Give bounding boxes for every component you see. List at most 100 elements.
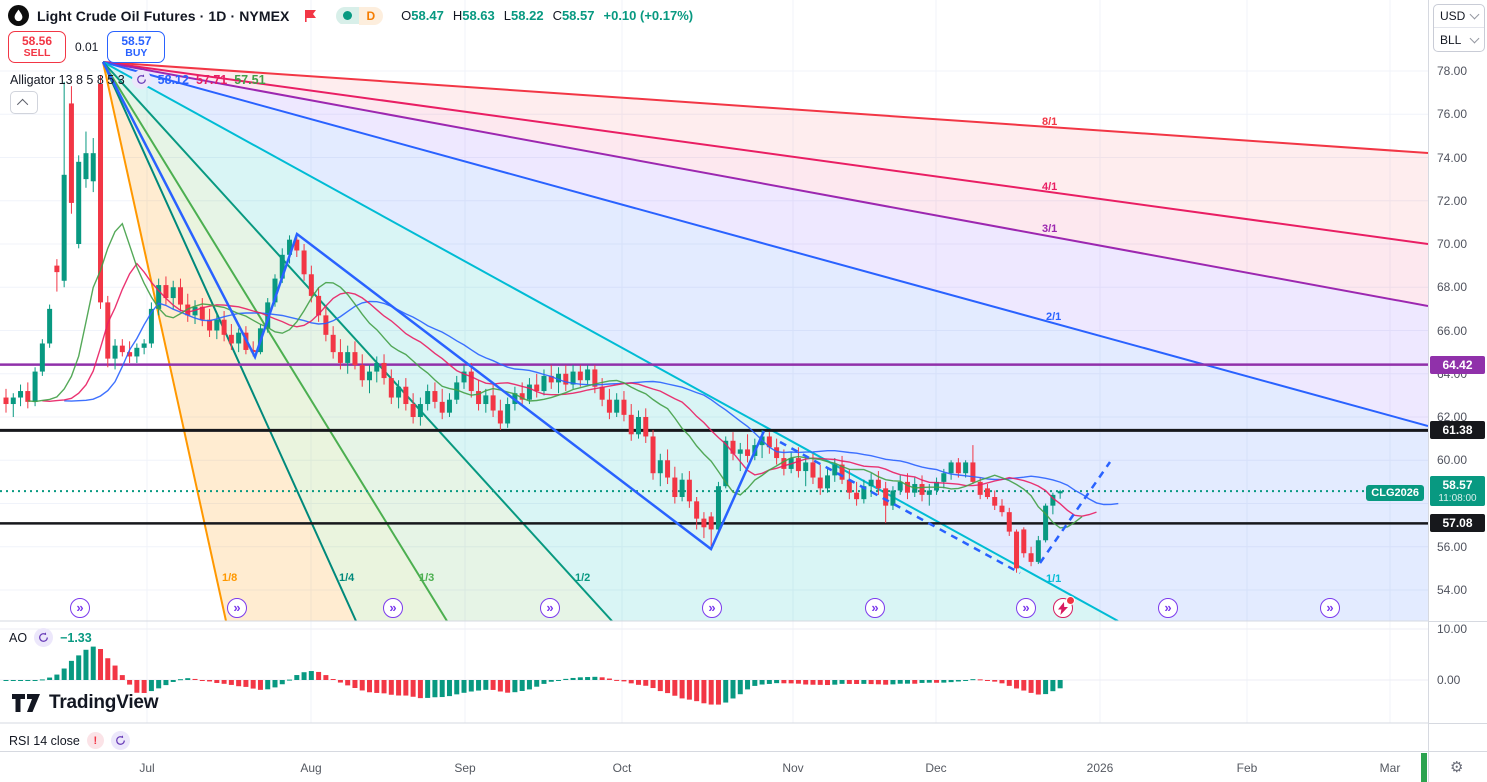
contract-roll-marker-icon[interactable]: » (1158, 598, 1178, 618)
price-tick: 68.00 (1437, 280, 1468, 295)
chart-canvas[interactable]: 8/1 4/1 3/1 2/1 1/1 1/2 1/3 1/4 1/8 (0, 0, 1428, 751)
interval-pill[interactable]: D (335, 6, 384, 25)
price-tick: 62.00 (1437, 410, 1468, 424)
time-axis-label: Feb (1236, 761, 1258, 775)
rsi-title: RSI 14 close (9, 733, 80, 748)
spread-value: 0.01 (75, 40, 99, 54)
low-value: 58.22 (511, 8, 544, 23)
ao-axis-tick: 10.00 (1437, 622, 1468, 636)
contract-roll-marker-icon[interactable]: » (865, 598, 885, 618)
alligator-value: 57.71 (195, 72, 228, 87)
high-label: H (452, 8, 463, 23)
tradingview-logo[interactable]: TradingView (12, 692, 159, 714)
price-axis-badge: 58.57 11:08:00 (1430, 476, 1485, 507)
low-label: L (503, 8, 512, 23)
realtime-stripe (1421, 753, 1427, 782)
unit-selector: USD BLL (1433, 4, 1485, 52)
price-axis-badge: 61.38 (1430, 421, 1485, 440)
axis-settings-gear-icon[interactable]: ⚙ (1450, 758, 1464, 776)
currency-value: USD (1440, 9, 1466, 23)
contract-roll-marker-icon[interactable]: » (227, 598, 247, 618)
gann-ratio-label: 2/1 (1046, 311, 1061, 323)
sell-price: 58.56 (21, 34, 53, 49)
time-axis-label: Dec (925, 761, 947, 775)
refresh-icon[interactable] (131, 70, 151, 89)
gann-ratio-label: 4/1 (1042, 181, 1057, 193)
market-status-icon (335, 7, 359, 24)
time-axis-label: Mar (1379, 761, 1401, 775)
flag-icon[interactable] (304, 9, 318, 23)
buy-button[interactable]: 58.57 BUY (107, 31, 166, 63)
time-axis-label: Aug (300, 761, 322, 775)
rsi-legend[interactable]: RSI 14 close ! (9, 731, 130, 750)
gann-ratio-label: 1/4 (339, 572, 355, 584)
price-tick: 70.00 (1437, 237, 1468, 251)
price-tick: 72.00 (1437, 193, 1468, 208)
sell-label: SELL (23, 46, 51, 59)
trade-panel: 58.56 SELL 0.01 58.57 BUY (8, 31, 166, 63)
ao-legend[interactable]: AO −1.33 (9, 628, 92, 647)
gann-ratio-label: 1/1 (1046, 573, 1061, 585)
ohlc-readout: O58.47 H58.63 L58.22 C58.57 +0.10 (+0.17… (401, 8, 693, 23)
alligator-legend[interactable]: Alligator 13 8 5 8 5 3 58.12 57.71 57.51 (10, 70, 266, 89)
contract-roll-marker-icon[interactable]: » (702, 598, 722, 618)
change-value: +0.10 (+0.17%) (603, 8, 694, 23)
price-axis-badge: 57.08 (1430, 514, 1485, 533)
symbol-title[interactable]: Light Crude Oil Futures · 1D · NYMEX (37, 7, 290, 24)
price-axis-badge: 64.42 (1430, 355, 1485, 374)
collapse-pane-button[interactable] (10, 91, 38, 114)
price-tick: 54.00 (1437, 583, 1468, 597)
event-lightning-marker-icon[interactable] (1053, 596, 1075, 618)
sell-button[interactable]: 58.56 SELL (8, 31, 66, 63)
close-label: C (552, 8, 562, 23)
ao-axis-tick: 0.00 (1437, 673, 1461, 687)
gann-ratio-label: 1/3 (419, 572, 434, 584)
chart-area: 8/1 4/1 3/1 2/1 1/1 1/2 1/3 1/4 1/8 Light Crude … (0, 0, 1428, 782)
ao-value: −1.33 (60, 630, 92, 645)
contract-roll-marker-icon[interactable]: » (1016, 598, 1036, 618)
alligator-values: 58.12 57.71 57.51 (158, 73, 266, 87)
contract-roll-marker-icon[interactable]: » (1320, 598, 1340, 618)
time-axis-label: Oct (612, 761, 632, 775)
tradingview-logo-icon (12, 693, 40, 712)
time-axis-label: Sep (454, 761, 476, 775)
gann-ratio-label: 1/2 (575, 572, 590, 584)
contract-roll-marker-icon[interactable]: » (383, 598, 403, 618)
alligator-value: 58.12 (157, 72, 189, 87)
chart-svg: 8/1 4/1 3/1 2/1 1/1 1/2 1/3 1/4 1/8 (0, 0, 1428, 724)
open-label: O (401, 8, 412, 23)
unit-value: BLL (1440, 32, 1462, 47)
currency-dropdown[interactable]: USD (1434, 5, 1484, 28)
price-tick: 78.00 (1437, 64, 1468, 78)
ao-title: AO (9, 630, 28, 645)
contract-label-badge: CLG2026 (1366, 485, 1424, 501)
alligator-title: Alligator 13 8 5 8 5 3 (10, 72, 125, 87)
rsi-warning-icon[interactable]: ! (86, 732, 104, 749)
buy-price: 58.57 (121, 34, 152, 49)
time-axis-label: 2026 (1086, 761, 1114, 775)
high-value: 58.63 (462, 8, 495, 23)
open-value: 58.47 (411, 8, 444, 23)
price-tick: 76.00 (1437, 107, 1468, 122)
gann-ratio-label: 8/1 (1042, 116, 1057, 128)
gann-ratio-label: 1/8 (222, 572, 237, 584)
chevron-down-icon (1469, 33, 1480, 43)
oil-symbol-logo-icon (8, 5, 29, 26)
unit-dropdown[interactable]: BLL (1434, 28, 1484, 51)
symbol-header: Light Crude Oil Futures · 1D · NYMEX D O… (8, 5, 693, 26)
time-axis[interactable]: Jul Aug Sep Oct Nov Dec 2026 Feb Mar (0, 751, 1428, 782)
interval-badge[interactable]: D (358, 6, 384, 25)
price-tick: 74.00 (1437, 150, 1468, 165)
gann-ratio-label: 3/1 (1042, 223, 1057, 235)
ao-refresh-icon[interactable] (34, 628, 54, 647)
rsi-refresh-icon[interactable] (110, 731, 130, 750)
price-axis[interactable]: USD BLL ⚙ 78.00 76.00 74.00 72.00 70.00 68.00… (1428, 0, 1487, 782)
alligator-value: 57.51 (234, 72, 266, 87)
time-axis-label: Jul (139, 761, 155, 775)
price-tick: 60.00 (1437, 453, 1468, 468)
time-axis-label: Nov (782, 761, 804, 775)
contract-roll-marker-icon[interactable]: » (540, 598, 560, 618)
contract-roll-marker-icon[interactable]: » (70, 598, 90, 618)
chevron-down-icon (1469, 9, 1480, 20)
